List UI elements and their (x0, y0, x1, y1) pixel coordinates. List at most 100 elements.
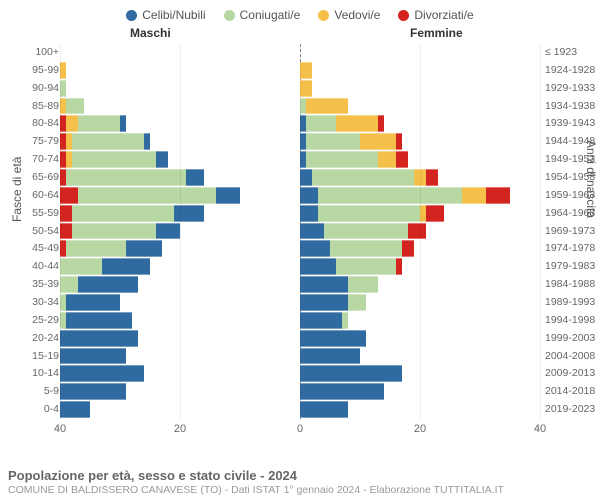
legend-item: Divorziati/e (398, 8, 473, 22)
bar-segment (78, 276, 138, 293)
birth-label: 1994-1998 (545, 315, 600, 326)
legend-label: Vedovi/e (334, 8, 380, 22)
bar-segment (66, 115, 78, 132)
legend-item: Vedovi/e (318, 8, 380, 22)
bar-segment (300, 187, 318, 204)
bar-segment (396, 258, 402, 275)
bar-segment (72, 205, 174, 222)
x-gridline (60, 44, 61, 419)
age-label: 25-29 (4, 315, 59, 326)
birth-label: 1959-1963 (545, 190, 600, 201)
x-tick: 40 (534, 423, 546, 435)
bar-segment (60, 276, 78, 293)
birth-label: 1954-1958 (545, 172, 600, 183)
legend-swatch (398, 10, 409, 21)
bar-segment (60, 187, 78, 204)
age-label: 85-89 (4, 101, 59, 112)
bar-segment (336, 115, 378, 132)
footer: Popolazione per età, sesso e stato civil… (8, 468, 504, 496)
birth-label: 1979-1983 (545, 261, 600, 272)
bar-segment (336, 258, 396, 275)
bar-segment (306, 151, 378, 168)
bar-segment (300, 258, 336, 275)
bar-segment (378, 115, 384, 132)
bar-segment (396, 151, 408, 168)
bar-segment (300, 330, 366, 347)
bar-segment (120, 115, 126, 132)
x-gridline (420, 44, 421, 419)
age-label: 10-14 (4, 368, 59, 379)
bar-segment (300, 383, 384, 400)
bar-segment (300, 240, 330, 257)
birth-label: 1964-1968 (545, 208, 600, 219)
bar-segment (300, 205, 318, 222)
x-tick: 40 (54, 423, 66, 435)
bar-segment (402, 240, 414, 257)
age-label: 95-99 (4, 65, 59, 76)
age-label: 60-64 (4, 190, 59, 201)
birth-label: 1944-1948 (545, 136, 600, 147)
age-label: 65-69 (4, 172, 59, 183)
bar-segment (318, 205, 420, 222)
legend-swatch (126, 10, 137, 21)
bar-segment (60, 330, 138, 347)
bar-segment (60, 348, 126, 365)
bar-segment (102, 258, 150, 275)
bar-segment (360, 133, 396, 150)
bar-segment (378, 151, 396, 168)
bar-segment (318, 187, 462, 204)
birth-label: 1989-1993 (545, 297, 600, 308)
bar-segment (186, 169, 204, 186)
bar-segment (144, 133, 150, 150)
birth-label: 2019-2023 (545, 404, 600, 415)
x-tick: 20 (414, 423, 426, 435)
birth-label: 1939-1943 (545, 118, 600, 129)
birth-label: 1929-1933 (545, 83, 600, 94)
bar-segment (306, 133, 360, 150)
bar-segment (126, 240, 162, 257)
bar-segment (78, 187, 216, 204)
bar-segment (156, 223, 180, 240)
bar-segment (60, 223, 72, 240)
birth-label: ≤ 1923 (545, 47, 600, 58)
bar-segment (408, 223, 426, 240)
birth-label: 1934-1938 (545, 101, 600, 112)
age-label: 15-19 (4, 351, 59, 362)
gender-headers: Maschi Femmine (0, 26, 600, 42)
legend-item: Celibi/Nubili (126, 8, 205, 22)
bar-segment (396, 133, 402, 150)
bar-segment (300, 348, 360, 365)
birth-label: 1999-2003 (545, 333, 600, 344)
chart-source: COMUNE DI BALDISSERO CANAVESE (TO) - Dat… (8, 484, 504, 496)
bar-segment (426, 169, 438, 186)
bar-segment (66, 98, 84, 115)
bar-segment (300, 365, 402, 382)
bar-segment (156, 151, 168, 168)
birth-label: 2009-2013 (545, 368, 600, 379)
bar-segment (66, 294, 120, 311)
age-label: 20-24 (4, 333, 59, 344)
bar-segment (300, 294, 348, 311)
bar-segment (300, 223, 324, 240)
bar-segment (78, 115, 120, 132)
bar-segment (348, 276, 378, 293)
x-gridline (540, 44, 541, 419)
x-gridline (300, 44, 301, 419)
x-axis: 402002040 (60, 421, 540, 439)
bar-segment (312, 169, 414, 186)
bar-segment (306, 115, 336, 132)
age-label: 100+ (4, 47, 59, 58)
x-tick: 0 (297, 423, 303, 435)
legend-label: Divorziati/e (414, 8, 473, 22)
chart-title: Popolazione per età, sesso e stato civil… (8, 468, 504, 483)
bar-segment (462, 187, 486, 204)
bar-segment (300, 169, 312, 186)
bar-segment (72, 133, 144, 150)
bar-segment (330, 240, 402, 257)
birth-label: 1949-1953 (545, 154, 600, 165)
bar-segment (342, 312, 348, 329)
birth-label: 1974-1978 (545, 243, 600, 254)
age-label: 70-74 (4, 154, 59, 165)
age-label: 5-9 (4, 386, 59, 397)
bar-segment (300, 62, 312, 79)
